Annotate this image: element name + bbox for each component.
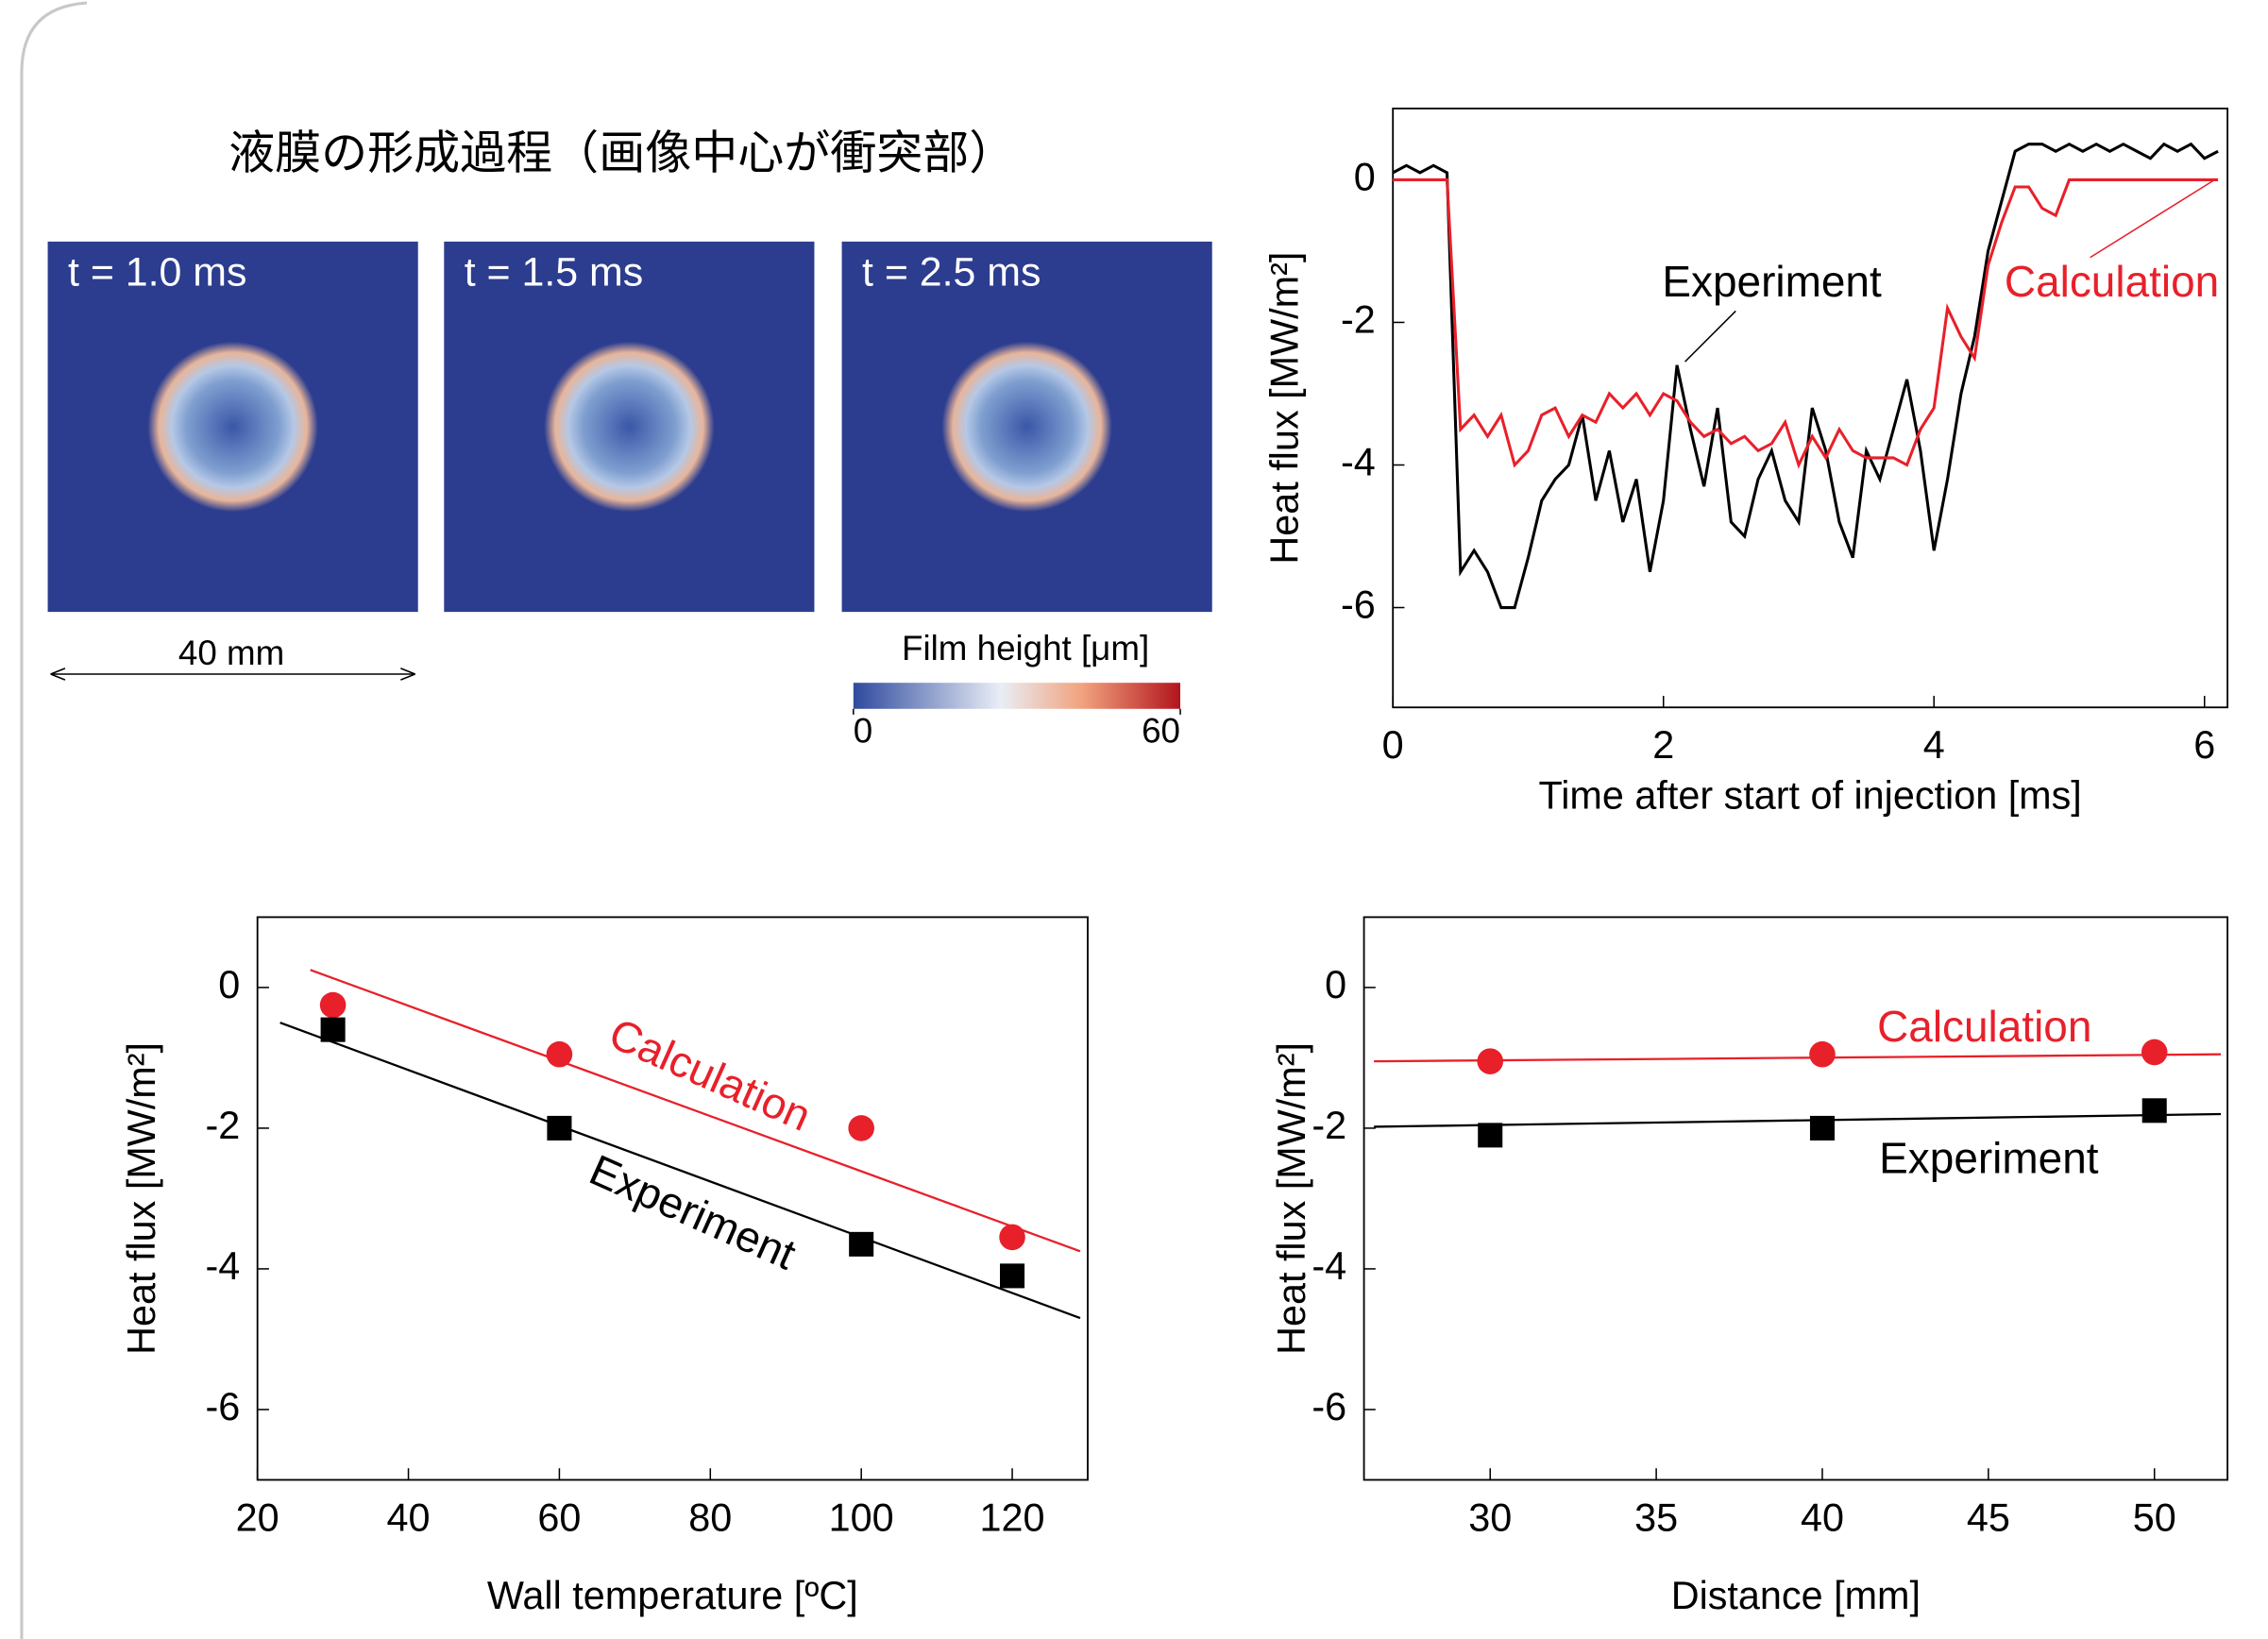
point	[1478, 1123, 1502, 1147]
y-axis-title: Heat flux [MW/m²]	[1262, 252, 1306, 565]
point	[999, 1225, 1025, 1251]
x-tick-label: 80	[688, 1495, 732, 1539]
series-label: Calculation	[1877, 1002, 2091, 1051]
y-tick-label: 0	[1354, 155, 1376, 198]
series-line	[1393, 179, 2218, 465]
point	[547, 1116, 571, 1141]
frame-label: t = 1.5 ms	[465, 249, 643, 295]
y-tick-label: -4	[1312, 1244, 1346, 1288]
x-tick-label: 6	[2193, 723, 2215, 767]
series-line	[1393, 144, 2218, 608]
y-axis-title: Heat flux [MW/m²]	[120, 1042, 163, 1355]
plot-frame	[1393, 109, 2227, 707]
point	[849, 1232, 873, 1257]
point	[1810, 1116, 1835, 1141]
figure: 液膜の形成過程（画像中心が衝突部） t = 1.0 ms t = 1.5 ms t …	[0, 0, 2268, 1639]
x-tick-label: 35	[1634, 1495, 1678, 1539]
leader-line	[2090, 181, 2213, 258]
frame-label: t = 2.5 ms	[862, 249, 1041, 295]
film-title: 液膜の形成過程（画像中心が衝突部）	[228, 127, 1015, 178]
film-image	[444, 242, 814, 612]
point	[321, 1018, 346, 1042]
colorbar-tick-label: 60	[1142, 712, 1180, 751]
point	[848, 1115, 874, 1141]
point	[1000, 1263, 1024, 1288]
x-tick-label: 2	[1652, 723, 1674, 767]
x-tick-label: 30	[1468, 1495, 1512, 1539]
point	[2142, 1098, 2167, 1123]
y-tick-label: 0	[1325, 963, 1346, 1006]
point	[547, 1041, 573, 1068]
x-tick-label: 40	[1801, 1495, 1844, 1539]
x-tick-label: 50	[2133, 1495, 2176, 1539]
series-label: Calculation	[2005, 257, 2219, 306]
x-axis-title: Wall temperature [ºC]	[487, 1574, 858, 1617]
leader-line	[1685, 311, 1736, 362]
scale-label: 40 mm	[178, 634, 284, 672]
frame-label: t = 1.0 ms	[68, 249, 246, 295]
x-tick-label: 60	[537, 1495, 581, 1539]
x-axis-title: Distance [mm]	[1671, 1574, 1921, 1617]
page: 液膜の形成過程（画像中心が衝突部） t = 1.0 ms t = 1.5 ms t …	[0, 0, 2268, 1639]
colorbar	[854, 683, 1180, 709]
x-tick-label: 45	[1967, 1495, 2010, 1539]
y-axis-title: Heat flux [MW/m²]	[1270, 1042, 1313, 1355]
colorbar-label: Film height [μm]	[902, 629, 1149, 667]
y-tick-label: -6	[206, 1385, 241, 1428]
x-tick-label: 0	[1382, 723, 1404, 767]
plot-frame	[1364, 917, 2228, 1479]
film-image	[842, 242, 1212, 612]
y-tick-label: -4	[1341, 440, 1376, 483]
y-tick-label: -2	[1341, 297, 1376, 341]
x-tick-label: 120	[980, 1495, 1045, 1539]
x-tick-label: 20	[236, 1495, 279, 1539]
y-tick-label: -2	[1312, 1104, 1346, 1147]
series-label: Experiment	[1879, 1134, 2099, 1183]
y-tick-label: 0	[218, 963, 240, 1006]
film-image	[48, 242, 418, 612]
y-tick-label: -2	[206, 1104, 241, 1147]
series-label: Experiment	[1662, 257, 1882, 306]
series-label: Experiment	[583, 1145, 804, 1279]
point	[1477, 1048, 1503, 1074]
y-tick-label: -6	[1312, 1385, 1346, 1428]
x-tick-label: 40	[387, 1495, 431, 1539]
series-label: Calculation	[602, 1008, 819, 1141]
x-tick-label: 100	[829, 1495, 894, 1539]
colorbar-tick-label: 0	[854, 712, 872, 751]
x-axis-title: Time after start of injection [ms]	[1538, 774, 2081, 818]
x-tick-label: 4	[1923, 723, 1945, 767]
y-tick-label: -6	[1341, 583, 1376, 626]
point	[320, 992, 347, 1019]
point	[1809, 1041, 1836, 1068]
point	[2141, 1039, 2168, 1066]
y-tick-label: -4	[206, 1244, 241, 1288]
